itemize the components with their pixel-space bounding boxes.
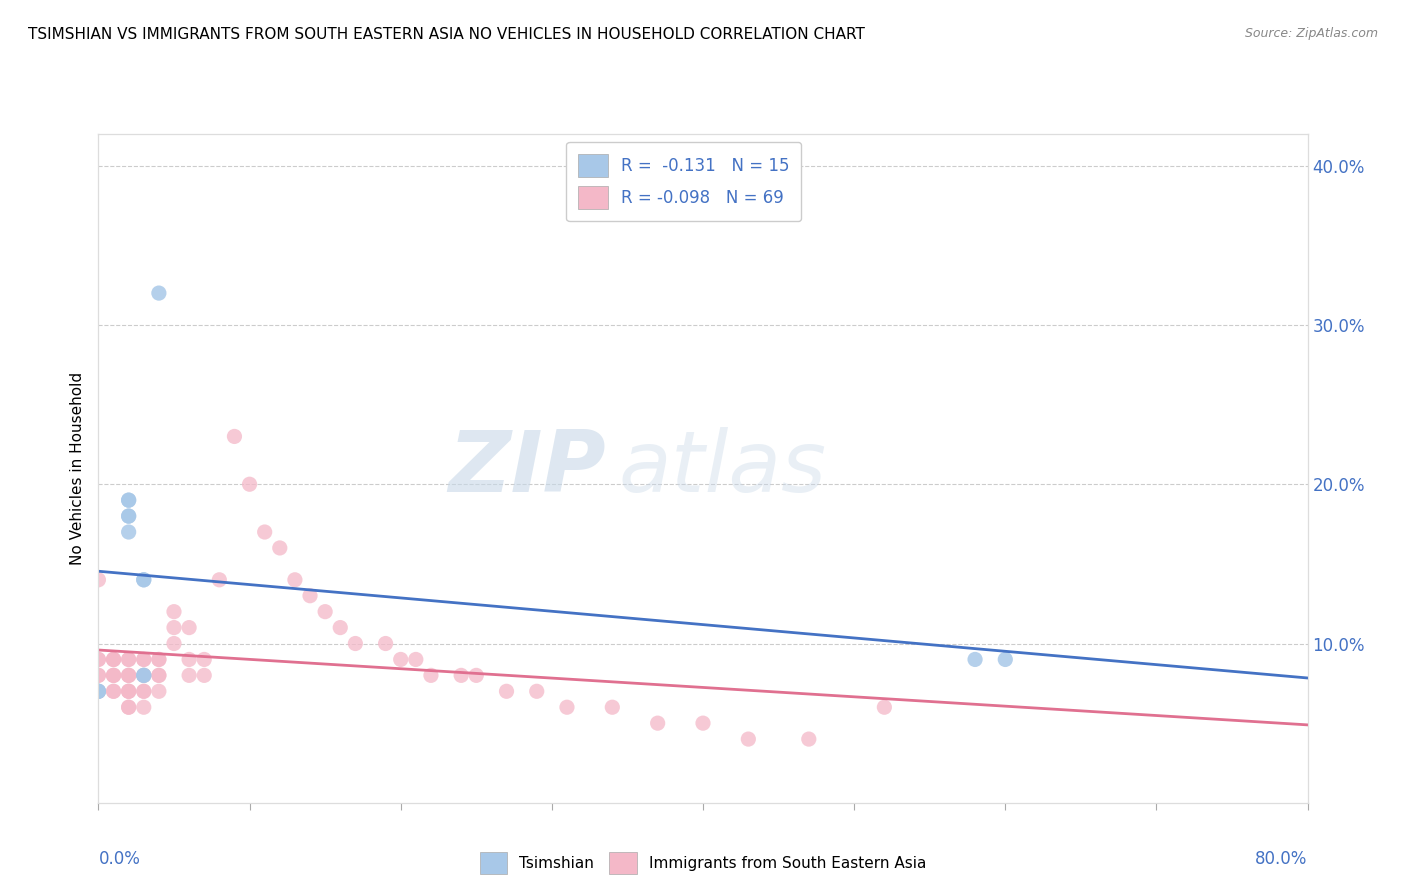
Point: [103, 652, 125, 666]
Point: [103, 668, 125, 682]
Point: [647, 716, 669, 731]
Point: [284, 573, 307, 587]
Point: [118, 652, 141, 666]
Point: [118, 668, 141, 682]
Point: [118, 524, 141, 539]
Point: [797, 732, 820, 747]
Point: [692, 716, 714, 731]
Point: [118, 684, 141, 698]
Point: [179, 668, 201, 682]
Point: [132, 652, 155, 666]
Point: [148, 652, 170, 666]
Point: [87, 668, 110, 682]
Point: [965, 652, 987, 666]
Text: 0.0%: 0.0%: [98, 849, 141, 868]
Point: [103, 652, 125, 666]
Point: [87, 684, 110, 698]
Point: [118, 684, 141, 698]
Point: [103, 668, 125, 682]
Text: Source: ZipAtlas.com: Source: ZipAtlas.com: [1244, 27, 1378, 40]
Point: [132, 668, 155, 682]
Point: [148, 684, 170, 698]
Point: [87, 652, 110, 666]
Legend: R =  -0.131   N = 15, R = -0.098   N = 69: R = -0.131 N = 15, R = -0.098 N = 69: [567, 142, 801, 221]
Point: [224, 429, 246, 443]
Text: ZIP: ZIP: [449, 426, 606, 510]
Point: [208, 573, 231, 587]
Point: [239, 477, 262, 491]
Y-axis label: No Vehicles in Household: No Vehicles in Household: [69, 372, 84, 565]
Point: [132, 684, 155, 698]
Point: [118, 652, 141, 666]
Point: [118, 509, 141, 524]
Point: [148, 652, 170, 666]
Point: [87, 573, 110, 587]
Point: [193, 652, 215, 666]
Point: [737, 732, 759, 747]
Point: [132, 668, 155, 682]
Point: [132, 684, 155, 698]
Point: [344, 636, 367, 650]
Point: [118, 700, 141, 714]
Point: [269, 541, 291, 555]
Point: [495, 684, 517, 698]
Point: [118, 668, 141, 682]
Point: [132, 668, 155, 682]
Point: [994, 652, 1017, 666]
Point: [118, 684, 141, 698]
Text: TSIMSHIAN VS IMMIGRANTS FROM SOUTH EASTERN ASIA NO VEHICLES IN HOUSEHOLD CORRELA: TSIMSHIAN VS IMMIGRANTS FROM SOUTH EASTE…: [28, 27, 865, 42]
Point: [132, 573, 155, 587]
Point: [87, 652, 110, 666]
Point: [118, 668, 141, 682]
Point: [329, 621, 352, 635]
Point: [253, 524, 276, 539]
Point: [526, 684, 548, 698]
Point: [179, 652, 201, 666]
Point: [465, 668, 488, 682]
Point: [118, 493, 141, 508]
Point: [132, 700, 155, 714]
Point: [132, 652, 155, 666]
Point: [389, 652, 412, 666]
Point: [148, 668, 170, 682]
Point: [103, 684, 125, 698]
Point: [374, 636, 396, 650]
Point: [179, 621, 201, 635]
Point: [103, 652, 125, 666]
Legend: Tsimshian, Immigrants from South Eastern Asia: Tsimshian, Immigrants from South Eastern…: [474, 846, 932, 880]
Point: [420, 668, 443, 682]
Point: [103, 684, 125, 698]
Point: [87, 684, 110, 698]
Point: [555, 700, 578, 714]
Point: [450, 668, 472, 682]
Point: [132, 668, 155, 682]
Point: [405, 652, 427, 666]
Point: [163, 605, 186, 619]
Point: [103, 668, 125, 682]
Point: [118, 700, 141, 714]
Point: [602, 700, 624, 714]
Point: [87, 668, 110, 682]
Point: [87, 684, 110, 698]
Point: [87, 684, 110, 698]
Text: atlas: atlas: [619, 426, 827, 510]
Point: [163, 636, 186, 650]
Point: [148, 668, 170, 682]
Point: [118, 509, 141, 524]
Point: [193, 668, 215, 682]
Point: [314, 605, 336, 619]
Text: 80.0%: 80.0%: [1256, 849, 1308, 868]
Point: [118, 493, 141, 508]
Point: [299, 589, 322, 603]
Point: [163, 621, 186, 635]
Point: [873, 700, 896, 714]
Point: [132, 573, 155, 587]
Point: [148, 286, 170, 301]
